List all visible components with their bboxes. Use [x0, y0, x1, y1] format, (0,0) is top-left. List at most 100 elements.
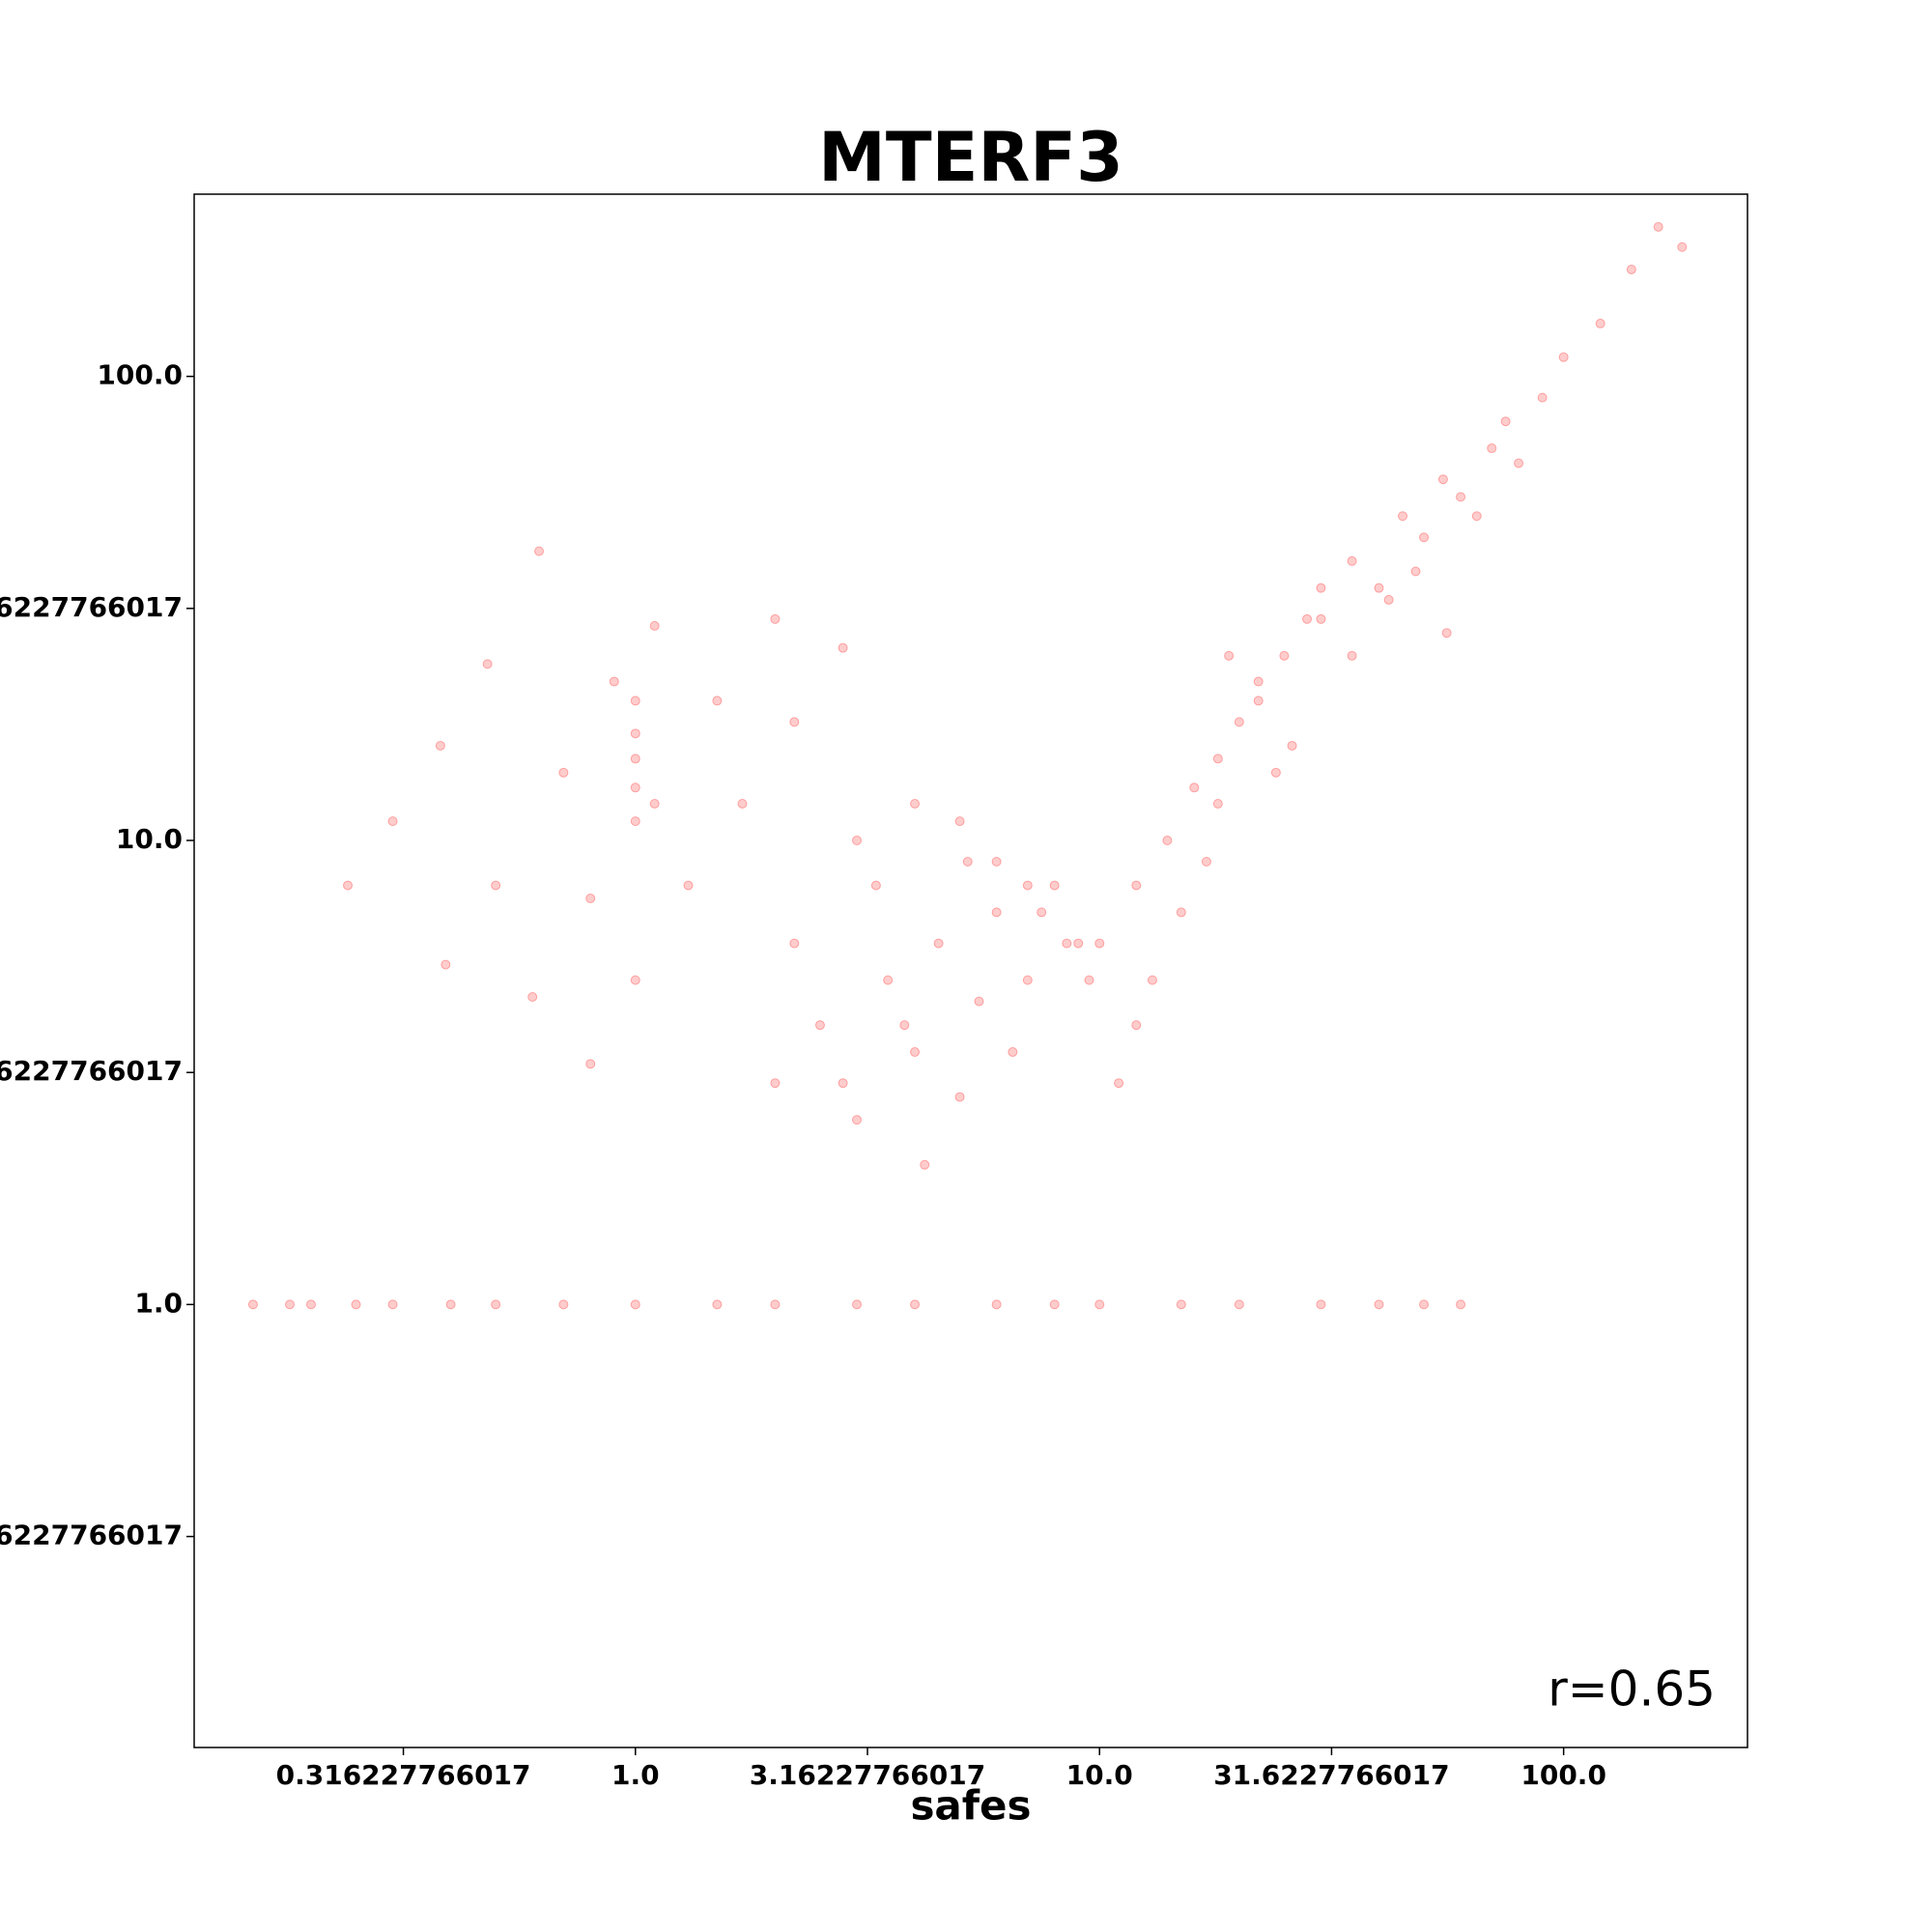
point [1008, 1047, 1018, 1058]
point [770, 613, 781, 624]
point [1287, 740, 1297, 751]
point [991, 856, 1002, 867]
point [974, 996, 984, 1007]
point [534, 546, 545, 556]
point [1456, 492, 1466, 502]
point [609, 676, 619, 687]
point [838, 1078, 848, 1089]
point [585, 1059, 596, 1069]
x-tick-label: 1.0 [611, 1759, 660, 1791]
point [630, 975, 640, 985]
point [445, 1299, 456, 1310]
x-tick-label: 31.6227766017 [1213, 1759, 1449, 1791]
point [630, 728, 640, 739]
point [630, 696, 640, 706]
point [1595, 318, 1605, 328]
annotation: r=0.65 [1548, 1662, 1716, 1718]
point [585, 894, 596, 904]
point [1073, 938, 1084, 949]
point [1234, 1299, 1244, 1310]
point [712, 1299, 723, 1310]
point [1049, 1299, 1060, 1310]
y-tick-label: 100.0 [97, 359, 183, 391]
point [649, 620, 660, 631]
point [630, 782, 640, 793]
point [1270, 767, 1281, 778]
point [852, 1115, 863, 1125]
point [1514, 458, 1524, 469]
point [1147, 975, 1157, 985]
point [387, 816, 398, 827]
x-tick-label: 100.0 [1520, 1759, 1606, 1791]
point [435, 740, 445, 751]
point [1114, 1078, 1124, 1089]
point [737, 798, 748, 809]
point [1094, 938, 1105, 949]
point [1537, 392, 1548, 403]
point [910, 1047, 921, 1058]
point [1131, 880, 1142, 891]
point [1253, 696, 1264, 706]
point [870, 880, 881, 891]
point [1471, 511, 1482, 522]
point [343, 880, 354, 891]
point [1398, 511, 1408, 522]
point [558, 767, 569, 778]
point [1234, 717, 1244, 727]
y-tick-label: 3.16227766017 [0, 1055, 183, 1087]
x-tick-label: 10.0 [1066, 1759, 1133, 1791]
point [1677, 242, 1688, 252]
point [351, 1299, 361, 1310]
point [649, 798, 660, 809]
point [1558, 352, 1569, 362]
point [789, 717, 800, 727]
point [1383, 594, 1394, 605]
y-tick-label: 31.6227766017 [0, 591, 183, 623]
point [1084, 975, 1094, 985]
point [1316, 613, 1326, 624]
point [247, 1299, 258, 1310]
point [770, 1299, 781, 1310]
point [630, 1299, 640, 1310]
point [1176, 907, 1186, 918]
point [933, 938, 944, 949]
point [991, 1299, 1002, 1310]
point [1500, 416, 1511, 427]
y-tick-label: 0.316227766017 [0, 1520, 183, 1551]
point [1374, 582, 1384, 593]
point [814, 1020, 825, 1031]
chart-title: MTERF3 [818, 118, 1123, 197]
point [954, 1092, 965, 1102]
point [1419, 532, 1430, 543]
point [712, 696, 723, 706]
y-tick-label: 10.0 [116, 823, 183, 855]
point [1410, 566, 1421, 577]
point [920, 1159, 930, 1170]
point [491, 880, 501, 891]
point [440, 959, 451, 970]
point [910, 1299, 921, 1310]
point [630, 816, 640, 827]
x-tick-label: 3.16227766017 [750, 1759, 985, 1791]
point [910, 798, 921, 809]
point [630, 753, 640, 764]
point [284, 1299, 295, 1310]
point [1253, 676, 1264, 687]
point [852, 836, 863, 846]
point [1441, 628, 1452, 639]
point [1347, 650, 1357, 661]
point [482, 659, 493, 669]
point [1201, 856, 1211, 867]
point [1131, 1020, 1142, 1031]
point [1176, 1299, 1186, 1310]
point [1189, 782, 1200, 793]
point [1022, 975, 1033, 985]
point [1316, 582, 1326, 593]
point [558, 1299, 569, 1310]
point [770, 1078, 781, 1089]
point [491, 1299, 501, 1310]
point [683, 880, 694, 891]
plot-frame [193, 193, 1748, 1748]
point [1022, 880, 1033, 891]
